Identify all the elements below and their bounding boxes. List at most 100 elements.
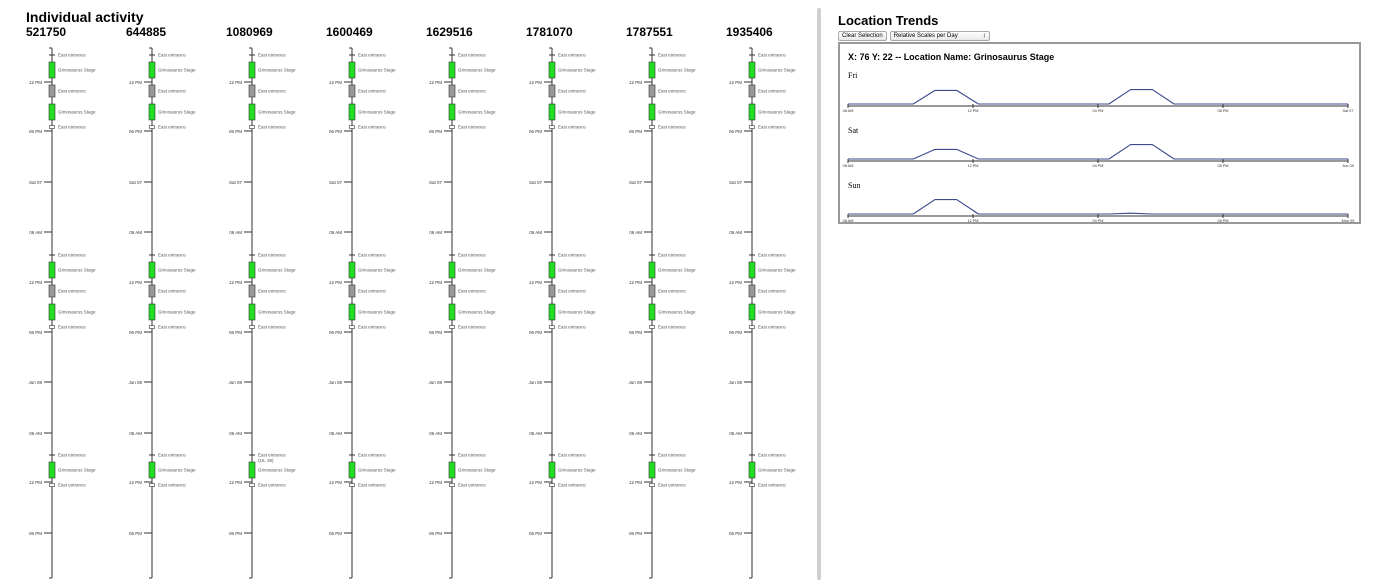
event-label: Grinosaurus Stage (558, 68, 596, 73)
user-id-label[interactable]: 1781070 (526, 25, 573, 39)
time-tick-label: 06 PM (229, 129, 242, 134)
event-label: Grinosaurus Stage (158, 110, 196, 115)
event-label: East entrance (258, 53, 286, 58)
time-tick-label: 12 PM (229, 280, 242, 285)
user-id-label[interactable]: 1600469 (326, 25, 373, 39)
event-label: Grinosaurus Stage (158, 310, 196, 315)
stay-bar-active (648, 61, 656, 79)
user-timeline: 12 PM 06 PM Sat 07 06 AM 12 PM 06 PM Jun 08 06 … (728, 47, 796, 579)
time-tick-label: 06 PM (129, 129, 142, 134)
event-marker (449, 125, 455, 129)
event-label: East entrance (258, 125, 286, 130)
time-tick-label: 12 PM (29, 480, 42, 485)
time-tick-label: 12 PM (529, 280, 542, 285)
user-id-label[interactable]: 521750 (26, 25, 67, 39)
event-marker (49, 325, 55, 329)
clear-selection-button[interactable]: Clear Selection (838, 31, 887, 41)
event-label: East entrance (158, 253, 186, 258)
day-axis-tick-label: 04 PM (1093, 109, 1104, 113)
scrollbar[interactable] (817, 8, 821, 580)
day-axis-tick-label: 08 PM (1218, 219, 1229, 222)
stay-bar (148, 284, 156, 298)
time-tick-label: 06 PM (229, 330, 242, 335)
event-label: East entrance (458, 453, 486, 458)
event-label: East entrance (758, 89, 786, 94)
stay-bar-active (448, 461, 456, 479)
stay-bar-active (248, 461, 256, 479)
event-label: East entrance (158, 453, 186, 458)
time-tick-label: Sat 07 (529, 180, 543, 185)
event-marker (349, 483, 355, 487)
day-label: Sat (848, 126, 859, 135)
day-axis-tick-label: Mon 09 (1342, 219, 1355, 222)
event-label: East entrance (158, 125, 186, 130)
stay-bar (548, 284, 556, 298)
event-label: Grinosaurus Stage (458, 468, 496, 473)
day-label: Sun (848, 181, 860, 190)
stay-bar-active (148, 303, 156, 321)
time-tick-label: 12 PM (529, 80, 542, 85)
time-tick-label: 12 PM (129, 80, 142, 85)
event-label: East entrance (258, 453, 286, 458)
stay-bar (348, 84, 356, 98)
event-label: East entrance (58, 453, 86, 458)
stay-bar-active (448, 261, 456, 279)
event-label: East entrance (558, 125, 586, 130)
time-tick-label: 12 PM (629, 480, 642, 485)
stay-bar (648, 284, 656, 298)
stay-bar-active (148, 103, 156, 121)
event-label: Grinosaurus Stage (558, 110, 596, 115)
event-label: Grinosaurus Stage (358, 468, 396, 473)
event-label: East entrance (158, 53, 186, 58)
event-label: East entrance (758, 289, 786, 294)
stay-bar-active (748, 303, 756, 321)
user-id-label[interactable]: 644885 (126, 25, 167, 39)
stay-bar (448, 284, 456, 298)
stay-bar-active (348, 303, 356, 321)
activity-timelines: 12 PM 06 PM Sat 07 06 AM 12 PM 06 PM Jun 08 06 … (28, 47, 796, 579)
day-axis-tick-label: 12 PM (968, 219, 979, 222)
event-marker (749, 325, 755, 329)
trend-line (848, 89, 1348, 105)
time-tick-label: Sat 07 (429, 180, 443, 185)
user-id-label[interactable]: 1935406 (726, 25, 773, 39)
event-label: East entrance (658, 453, 686, 458)
event-label: East entrance (58, 53, 86, 58)
scale-select[interactable]: Relative Scales per Day ↕ (889, 31, 990, 41)
event-label: Grinosaurus Stage (58, 68, 96, 73)
event-label: East entrance (558, 53, 586, 58)
time-tick-label: 12 PM (329, 80, 342, 85)
event-marker (549, 325, 555, 329)
event-label: Grinosaurus Stage (58, 468, 96, 473)
time-tick-label: 06 AM (129, 431, 142, 436)
stay-bar-active (448, 103, 456, 121)
selection-annotation: (16, 39) (258, 458, 274, 463)
user-timeline: 12 PM 06 PM Sat 07 06 AM 12 PM 06 PM Jun 08 06 … (428, 47, 496, 579)
event-label: East entrance (558, 89, 586, 94)
time-tick-label: 06 PM (29, 531, 42, 536)
event-label: Grinosaurus Stage (258, 68, 296, 73)
selected-location-title: X: 76 Y: 22 -- Location Name: Grinosauru… (848, 52, 1055, 62)
event-label: East entrance (458, 483, 486, 488)
event-marker (349, 125, 355, 129)
event-label: East entrance (458, 289, 486, 294)
event-label: East entrance (358, 89, 386, 94)
event-label: East entrance (58, 483, 86, 488)
event-marker (249, 125, 255, 129)
event-label: Grinosaurus Stage (258, 110, 296, 115)
user-id-label[interactable]: 1787551 (626, 25, 673, 39)
event-marker (449, 325, 455, 329)
stay-bar-active (48, 461, 56, 479)
time-tick-label: 06 AM (129, 230, 142, 235)
user-id-label[interactable]: 1629516 (426, 25, 473, 39)
stay-bar-active (48, 303, 56, 321)
time-tick-label: 12 PM (729, 480, 742, 485)
day-axis-tick-label: 08 PM (1218, 109, 1229, 113)
event-label: Grinosaurus Stage (358, 268, 396, 273)
event-label: Grinosaurus Stage (658, 110, 696, 115)
day-axis-tick-label: Sat 07 (1343, 109, 1354, 113)
stay-bar (748, 284, 756, 298)
user-id-label[interactable]: 1080969 (226, 25, 273, 39)
stay-bar-active (148, 261, 156, 279)
day-axis-tick-label: 08 PM (1218, 164, 1229, 168)
